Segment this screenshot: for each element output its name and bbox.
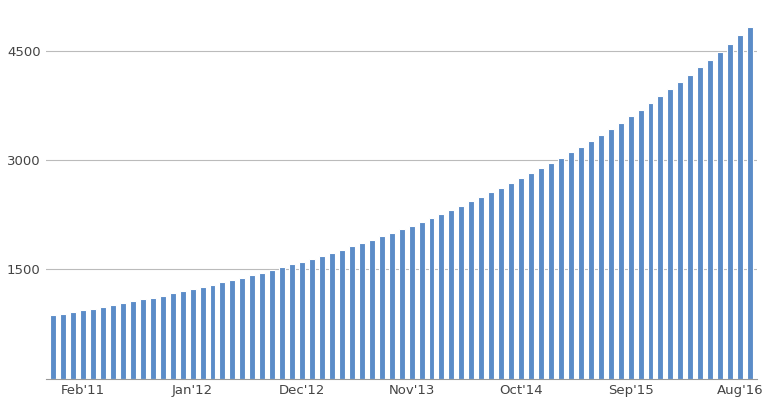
Bar	[250, 275, 255, 379]
Bar	[737, 36, 743, 379]
Bar	[269, 270, 275, 379]
Bar	[170, 293, 175, 379]
Bar	[558, 158, 564, 379]
Bar	[349, 246, 355, 379]
Bar	[189, 289, 196, 379]
Bar	[638, 110, 644, 379]
Bar	[259, 273, 265, 379]
Bar	[179, 291, 186, 379]
Bar	[518, 178, 524, 379]
Bar	[458, 206, 465, 379]
Bar	[359, 243, 365, 379]
Bar	[568, 152, 574, 379]
Bar	[658, 97, 663, 379]
Bar	[90, 309, 96, 379]
Bar	[538, 168, 544, 379]
Bar	[379, 236, 385, 379]
Bar	[727, 44, 733, 379]
Bar	[697, 67, 703, 379]
Bar	[160, 296, 165, 379]
Bar	[687, 75, 693, 379]
Bar	[608, 129, 614, 379]
Bar	[528, 173, 534, 379]
Bar	[50, 315, 56, 379]
Bar	[100, 307, 106, 379]
Bar	[707, 60, 713, 379]
Bar	[209, 285, 216, 379]
Bar	[70, 312, 76, 379]
Bar	[498, 188, 504, 379]
Bar	[648, 103, 653, 379]
Bar	[319, 256, 325, 379]
Bar	[428, 218, 434, 379]
Bar	[130, 301, 136, 379]
Bar	[628, 116, 634, 379]
Bar	[448, 210, 455, 379]
Bar	[618, 123, 624, 379]
Bar	[587, 141, 594, 379]
Bar	[399, 229, 404, 379]
Bar	[667, 89, 673, 379]
Bar	[478, 197, 484, 379]
Bar	[289, 265, 295, 379]
Bar	[80, 310, 86, 379]
Bar	[140, 299, 146, 379]
Bar	[240, 278, 245, 379]
Bar	[309, 259, 315, 379]
Bar	[418, 222, 424, 379]
Bar	[279, 267, 285, 379]
Bar	[677, 82, 683, 379]
Bar	[230, 280, 236, 379]
Bar	[220, 282, 226, 379]
Bar	[199, 287, 206, 379]
Bar	[150, 297, 155, 379]
Bar	[329, 253, 335, 379]
Bar	[747, 27, 753, 379]
Bar	[468, 201, 475, 379]
Bar	[299, 262, 305, 379]
Bar	[438, 214, 444, 379]
Bar	[548, 163, 554, 379]
Bar	[60, 314, 66, 379]
Bar	[110, 305, 116, 379]
Bar	[489, 192, 494, 379]
Bar	[409, 225, 414, 379]
Bar	[508, 183, 514, 379]
Bar	[717, 52, 724, 379]
Bar	[120, 303, 126, 379]
Bar	[339, 250, 345, 379]
Bar	[598, 135, 604, 379]
Bar	[369, 240, 375, 379]
Bar	[389, 233, 395, 379]
Bar	[578, 147, 584, 379]
